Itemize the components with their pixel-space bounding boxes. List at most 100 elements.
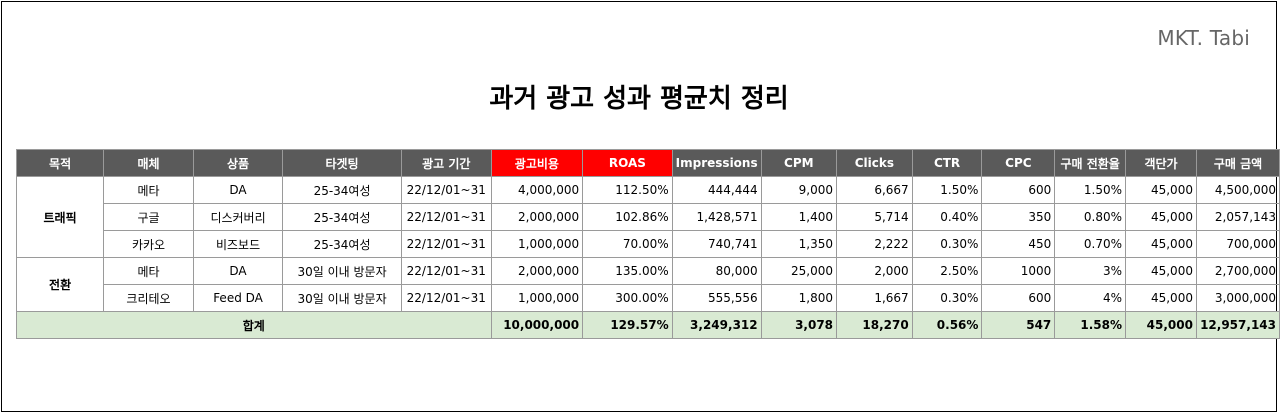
cell-ctr: 0.40% <box>911 203 983 231</box>
cell-cvr: 4% <box>1054 284 1127 312</box>
cell-media: 카카오 <box>103 230 194 258</box>
cell-aov: 45,000 <box>1125 203 1197 231</box>
cell-roas: 135.00% <box>582 257 673 285</box>
total-impressions: 3,249,312 <box>671 311 762 339</box>
cell-roas: 112.50% <box>582 176 673 204</box>
col-period: 광고 기간 <box>400 149 492 177</box>
col-aov: 객단가 <box>1125 149 1197 177</box>
cell-clicks: 6,667 <box>836 176 913 204</box>
col-media: 매체 <box>103 149 194 177</box>
total-row: 합계 10,000,000 129.57% 3,249,312 3,078 18… <box>16 311 1280 339</box>
cell-cpm: 25,000 <box>760 257 838 285</box>
cell-roas: 70.00% <box>582 230 673 258</box>
cell-clicks: 2,000 <box>836 257 913 285</box>
table-row: 크리테오 Feed DA 30일 이내 방문자 22/12/01~31 1,00… <box>17 284 1280 312</box>
cell-ctr: 0.30% <box>911 230 983 258</box>
total-cost: 10,000,000 <box>490 311 584 339</box>
cell-aov: 45,000 <box>1125 257 1197 285</box>
total-label: 합계 <box>16 311 492 339</box>
col-targeting: 타겟팅 <box>282 149 402 177</box>
col-cpm: CPM <box>760 149 838 177</box>
cell-targeting: 25-34여성 <box>282 176 402 204</box>
cell-clicks: 2,222 <box>836 230 913 258</box>
cell-cpm: 9,000 <box>760 176 838 204</box>
page-title: 과거 광고 성과 평균치 정리 <box>489 84 789 114</box>
cell-product: DA <box>192 176 284 204</box>
cell-product: 디스커버리 <box>192 203 284 231</box>
cell-cpm: 1,350 <box>760 230 838 258</box>
cell-cost: 1,000,000 <box>490 284 584 312</box>
cell-product: 비즈보드 <box>192 230 284 258</box>
cell-aov: 45,000 <box>1125 284 1197 312</box>
cell-cpc: 600 <box>981 176 1056 204</box>
total-revenue: 12,957,143 <box>1195 311 1280 339</box>
cell-cpc: 450 <box>981 230 1056 258</box>
cell-revenue: 3,000,000 <box>1195 284 1280 312</box>
table-row: 트래픽 메타 DA 25-34여성 22/12/01~31 4,000,000 … <box>15 176 1280 258</box>
cell-targeting: 25-34여성 <box>282 230 402 258</box>
cell-ctr: 0.30% <box>911 284 983 312</box>
cell-revenue: 2,057,143 <box>1195 203 1280 231</box>
col-revenue: 구매 금액 <box>1195 149 1280 177</box>
cell-impressions: 444,444 <box>671 176 762 204</box>
cell-targeting: 25-34여성 <box>282 203 402 231</box>
cell-revenue: 700,000 <box>1195 230 1280 258</box>
total-clicks: 18,270 <box>836 311 913 339</box>
col-purpose: 목적 <box>15 149 105 177</box>
col-cpc: CPC <box>981 149 1056 177</box>
header-row: 목적 매체 상품 타겟팅 광고 기간 광고비용 ROAS Impressions… <box>15 149 1280 177</box>
cell-cost: 2,000,000 <box>490 203 584 231</box>
cell-media: 메타 <box>103 176 194 204</box>
cell-media: 메타 <box>103 257 194 285</box>
cell-aov: 45,000 <box>1125 230 1197 258</box>
col-product: 상품 <box>192 149 284 177</box>
cell-revenue: 2,700,000 <box>1195 257 1280 285</box>
cell-roas: 300.00% <box>582 284 673 312</box>
cell-roas: 102.86% <box>582 203 673 231</box>
cell-period: 22/12/01~31 <box>400 230 492 258</box>
cell-cvr: 3% <box>1054 257 1127 285</box>
cell-period: 22/12/01~31 <box>400 284 492 312</box>
total-roas: 129.57% <box>582 311 673 339</box>
cell-impressions: 740,741 <box>671 230 762 258</box>
col-cvr: 구매 전환율 <box>1054 149 1127 177</box>
col-roas: ROAS <box>582 149 673 177</box>
cell-product: DA <box>192 257 284 285</box>
col-ctr: CTR <box>911 149 983 177</box>
ad-performance-table: 목적 매체 상품 타겟팅 광고 기간 광고비용 ROAS Impressions… <box>15 149 1280 339</box>
cell-cpm: 1,400 <box>760 203 838 231</box>
total-aov: 45,000 <box>1125 311 1197 339</box>
group-cell-conversion: 전환 <box>15 257 105 312</box>
cell-cpc: 350 <box>981 203 1056 231</box>
cell-cpm: 1,800 <box>760 284 838 312</box>
total-cpm: 3,078 <box>760 311 838 339</box>
cell-period: 22/12/01~31 <box>400 176 492 204</box>
cell-targeting: 30일 이내 방문자 <box>282 257 402 285</box>
cell-clicks: 5,714 <box>836 203 913 231</box>
cell-cpc: 1000 <box>981 257 1056 285</box>
cell-clicks: 1,667 <box>836 284 913 312</box>
cell-cost: 4,000,000 <box>490 176 584 204</box>
total-cvr: 1.58% <box>1054 311 1127 339</box>
cell-cvr: 1.50% <box>1054 176 1127 204</box>
brand-label: MKT. Tabi <box>1157 26 1250 50</box>
group-cell-traffic: 트래픽 <box>15 176 105 258</box>
cell-media: 구글 <box>103 203 194 231</box>
table-row: 구글 디스커버리 25-34여성 22/12/01~31 2,000,000 1… <box>17 203 1280 231</box>
cell-period: 22/12/01~31 <box>400 203 492 231</box>
cell-aov: 45,000 <box>1125 176 1197 204</box>
total-ctr: 0.56% <box>911 311 983 339</box>
total-cpc: 547 <box>981 311 1056 339</box>
col-impressions: Impressions <box>671 149 762 177</box>
cell-cvr: 0.70% <box>1054 230 1127 258</box>
cell-impressions: 555,556 <box>671 284 762 312</box>
cell-media: 크리테오 <box>103 284 194 312</box>
col-clicks: Clicks <box>836 149 913 177</box>
cell-ctr: 2.50% <box>911 257 983 285</box>
cell-impressions: 1,428,571 <box>671 203 762 231</box>
cell-ctr: 1.50% <box>911 176 983 204</box>
cell-cvr: 0.80% <box>1054 203 1127 231</box>
cell-targeting: 30일 이내 방문자 <box>282 284 402 312</box>
cell-impressions: 80,000 <box>671 257 762 285</box>
cell-cpc: 600 <box>981 284 1056 312</box>
